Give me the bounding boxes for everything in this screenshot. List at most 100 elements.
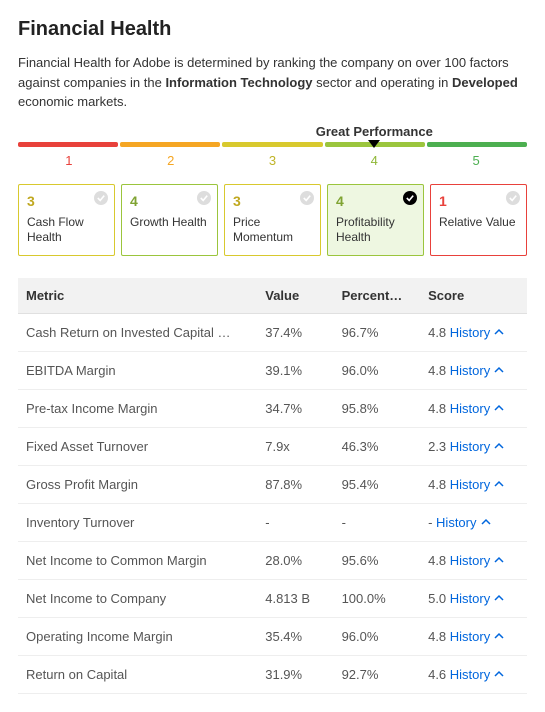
table-row: Cash Return on Invested Capital …37.4%96… [18,313,527,351]
card-label: Profitability Health [336,215,415,246]
desc-market: Developed [452,75,518,90]
table-row: Net Income to Common Margin28.0%95.6%4.8… [18,541,527,579]
description: Financial Health for Adobe is determined… [18,53,527,112]
cell-value: 7.9x [257,427,333,465]
history-link[interactable]: History [450,591,504,606]
col-header-percentile[interactable]: Percent… [334,278,421,314]
col-header-metric[interactable]: Metric [18,278,257,314]
chevron-up-icon [494,591,504,606]
table-row: Inventory Turnover--- History [18,503,527,541]
chevron-up-icon [494,629,504,644]
cell-score: 4.8 History [420,465,527,503]
performance-number: 1 [18,153,120,168]
cell-percentile: 95.6% [334,541,421,579]
check-unselected-icon [506,191,520,205]
health-card[interactable]: 3Cash Flow Health [18,184,115,256]
table-row: Fixed Asset Turnover7.9x46.3%2.3 History [18,427,527,465]
table-row: EBITDA Margin39.1%96.0%4.8 History [18,351,527,389]
history-link[interactable]: History [450,439,504,454]
cell-value: - [257,503,333,541]
performance-number: 2 [120,153,222,168]
cell-score: 4.8 History [420,351,527,389]
cell-score: 4.6 History [420,655,527,693]
table-row: Net Income to Company4.813 B100.0% 5.0 Hi… [18,579,527,617]
history-link[interactable]: History [450,477,504,492]
table-row: Pre-tax Income Margin34.7%95.8%4.8 Histo… [18,389,527,427]
cell-score: 4.8 History [420,389,527,427]
card-label: Price Momentum [233,215,312,246]
cell-value: 39.1% [257,351,333,389]
check-unselected-icon [94,191,108,205]
metrics-tbody: Cash Return on Invested Capital …37.4%96… [18,313,527,693]
score-value: 4.8 [428,401,450,416]
performance-number: 4 [323,153,425,168]
chevron-up-icon [494,439,504,454]
cell-value: 4.813 B [257,579,333,617]
score-value: 4.8 [428,325,450,340]
cell-value: 37.4% [257,313,333,351]
health-card[interactable]: 1Relative Value [430,184,527,256]
cell-value: 31.9% [257,655,333,693]
card-label: Relative Value [439,215,518,231]
cell-metric: Net Income to Company [18,579,257,617]
cell-percentile: 95.8% [334,389,421,427]
history-link[interactable]: History [450,629,504,644]
chevron-up-icon [494,401,504,416]
col-header-value[interactable]: Value [257,278,333,314]
performance-bar [18,142,527,147]
cell-score: 4.8 History [420,617,527,655]
history-link[interactable]: History [450,401,504,416]
score-value: 5.0 [428,591,450,606]
check-unselected-icon [197,191,211,205]
performance-numbers: 12345 [18,153,527,168]
cell-percentile: 46.3% [334,427,421,465]
health-card[interactable]: 4Growth Health [121,184,218,256]
performance-segment [18,142,118,147]
card-label: Cash Flow Health [27,215,106,246]
history-link[interactable]: History [450,553,504,568]
score-value: - [428,515,436,530]
history-link[interactable]: History [450,325,504,340]
page-title: Financial Health [18,18,527,41]
check-unselected-icon [300,191,314,205]
score-value: 4.6 [428,667,450,682]
table-row: Return on Capital31.9%92.7%4.6 History [18,655,527,693]
performance-segment [120,142,220,147]
cell-value: 35.4% [257,617,333,655]
cell-value: 34.7% [257,389,333,427]
cell-score: 4.8 History [420,541,527,579]
cell-metric: Pre-tax Income Margin [18,389,257,427]
desc-post: economic markets. [18,94,127,109]
score-value: 4.8 [428,629,450,644]
performance-marker-icon [368,140,380,148]
score-value: 4.8 [428,363,450,378]
cell-value: 87.8% [257,465,333,503]
cell-percentile: 92.7% [334,655,421,693]
performance-segment [222,142,322,147]
cell-score: 2.3 History [420,427,527,465]
score-value: 4.8 [428,553,450,568]
cell-metric: Return on Capital [18,655,257,693]
history-link[interactable]: History [450,363,504,378]
chevron-up-icon [494,667,504,682]
performance-number: 5 [425,153,527,168]
desc-mid: sector and operating in [313,75,452,90]
chevron-up-icon [494,553,504,568]
health-card[interactable]: 3Price Momentum [224,184,321,256]
table-row: Operating Income Margin35.4%96.0%4.8 His… [18,617,527,655]
cell-metric: Fixed Asset Turnover [18,427,257,465]
history-link[interactable]: History [436,515,490,530]
cell-percentile: - [334,503,421,541]
check-selected-icon [403,191,417,205]
health-card[interactable]: 4Profitability Health [327,184,424,256]
cell-percentile: 96.7% [334,313,421,351]
cell-score: 4.8 History [420,313,527,351]
chevron-up-icon [494,325,504,340]
cell-metric: Cash Return on Invested Capital … [18,313,257,351]
cell-percentile: 96.0% [334,351,421,389]
history-link[interactable]: History [450,667,504,682]
chevron-up-icon [494,363,504,378]
cell-score: - History [420,503,527,541]
cell-percentile: 100.0% [334,579,421,617]
col-header-score[interactable]: Score [420,278,527,314]
